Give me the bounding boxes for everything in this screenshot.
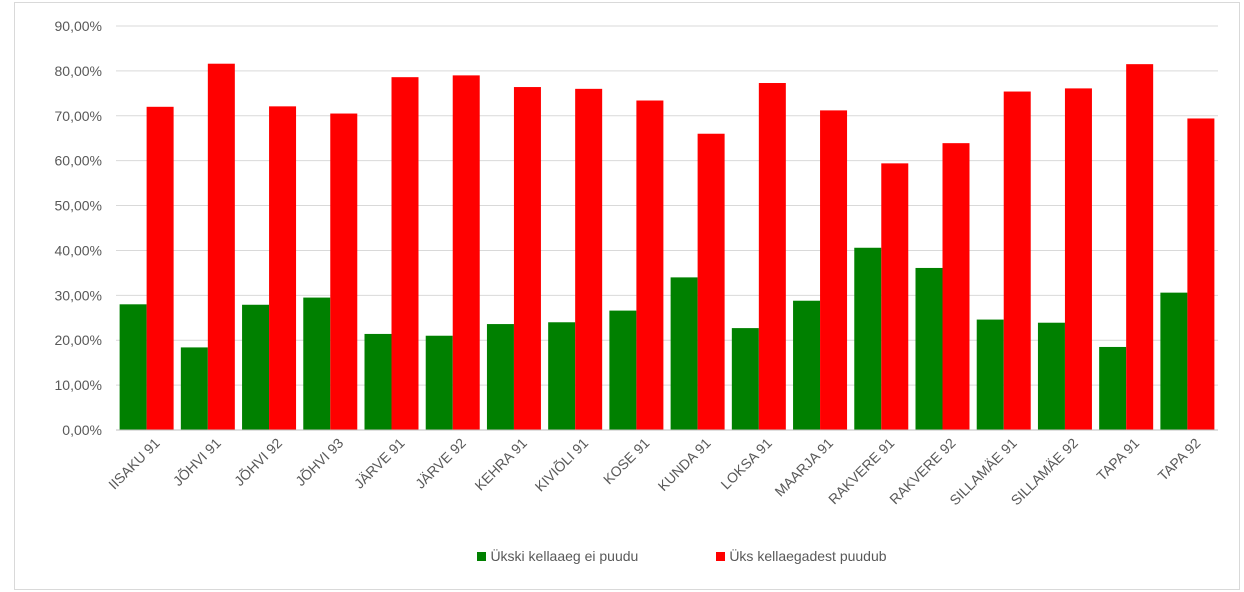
bar-series-1 [303, 297, 331, 430]
bar-series-2 [575, 88, 603, 430]
y-tick-label: 80,00% [55, 63, 102, 79]
bar-series-1 [793, 300, 821, 430]
x-tick-label: JÕHVI 92 [231, 435, 285, 489]
legend: Ükski kellaaeg ei puudu Üks kellaegadest… [0, 548, 1244, 564]
y-tick-label: 10,00% [55, 377, 102, 393]
bar-series-2 [942, 143, 970, 430]
legend-label-series-2: Üks kellaegadest puudub [729, 548, 887, 564]
bar-series-1 [548, 322, 576, 430]
x-tick-label: IISAKU 91 [105, 435, 163, 493]
x-tick-label: TAPA 91 [1093, 435, 1142, 484]
bar-series-2 [820, 110, 848, 430]
x-tick-label: KOSE 91 [600, 435, 653, 488]
bar-series-1 [180, 347, 208, 430]
x-tick-label: KIVIÕLI 91 [532, 435, 592, 495]
bar-series-2 [1126, 64, 1154, 431]
bar-series-1 [425, 335, 453, 430]
x-tick-label: TAPA 92 [1155, 435, 1204, 484]
bar-series-1 [242, 304, 270, 430]
legend-label-series-1: Ükski kellaaeg ei puudu [490, 548, 639, 564]
bars [119, 63, 1215, 431]
bar-series-2 [881, 163, 909, 431]
x-tick-label: MAARJA 91 [771, 435, 836, 500]
x-tick-label: JÄRVE 91 [351, 435, 408, 492]
legend-item-series-2: Üks kellaegadest puudub [716, 548, 887, 564]
bar-series-2 [758, 83, 786, 431]
x-tick-label: JÕHVI 91 [170, 435, 224, 489]
x-tick-label: KUNDA 91 [655, 435, 714, 494]
y-axis-tick-labels: 0,00% 10,00% 20,00% 30,00% 40,00% 50,00% 60,00… [55, 18, 102, 438]
bar-series-2 [636, 100, 664, 430]
bar-series-2 [269, 106, 297, 431]
bar-series-2 [207, 63, 235, 430]
bar-series-1 [486, 324, 514, 430]
bar-series-2 [513, 87, 541, 430]
bar-series-1 [1037, 322, 1065, 430]
bar-series-1 [854, 247, 882, 430]
y-tick-label: 70,00% [55, 108, 102, 124]
bar-series-1 [364, 333, 392, 430]
y-tick-label: 90,00% [55, 18, 102, 34]
bar-series-2 [1064, 88, 1092, 430]
bar-series-2 [146, 106, 174, 431]
bar-series-2 [330, 113, 358, 431]
bar-series-1 [119, 304, 147, 430]
y-tick-label: 60,00% [55, 153, 102, 169]
y-tick-label: 40,00% [55, 242, 102, 258]
y-tick-label: 0,00% [62, 422, 102, 438]
bar-series-2 [1003, 91, 1031, 430]
bar-series-1 [1160, 292, 1188, 430]
bar-series-1 [670, 277, 698, 430]
bar-series-2 [1187, 118, 1215, 431]
x-tick-label: KEHRA 91 [471, 435, 530, 494]
bar-series-2 [391, 77, 419, 430]
bar-series-1 [609, 310, 637, 430]
legend-item-series-1: Ükski kellaaeg ei puudu [477, 548, 638, 564]
x-tick-label: JÄRVE 92 [412, 435, 469, 492]
y-tick-label: 20,00% [55, 332, 102, 348]
x-tick-label: LOKSA 91 [717, 435, 775, 493]
legend-swatch-red [716, 551, 726, 561]
bar-series-1 [731, 328, 759, 430]
bar-series-2 [452, 75, 480, 430]
bar-series-1 [1099, 346, 1127, 430]
y-tick-label: 50,00% [55, 198, 102, 214]
x-axis-tick-labels: IISAKU 91 JÕHVI 91 JÕHVI 92 JÕHVI 93 JÄRVE 9… [105, 435, 1203, 509]
gridlines [116, 25, 1218, 386]
bar-series-1 [976, 319, 1004, 430]
bar-series-2 [697, 133, 725, 430]
x-tick-label: JÕHVI 93 [292, 435, 346, 489]
y-tick-label: 30,00% [55, 287, 102, 303]
bar-series-1 [915, 267, 943, 430]
legend-swatch-green [477, 551, 487, 561]
